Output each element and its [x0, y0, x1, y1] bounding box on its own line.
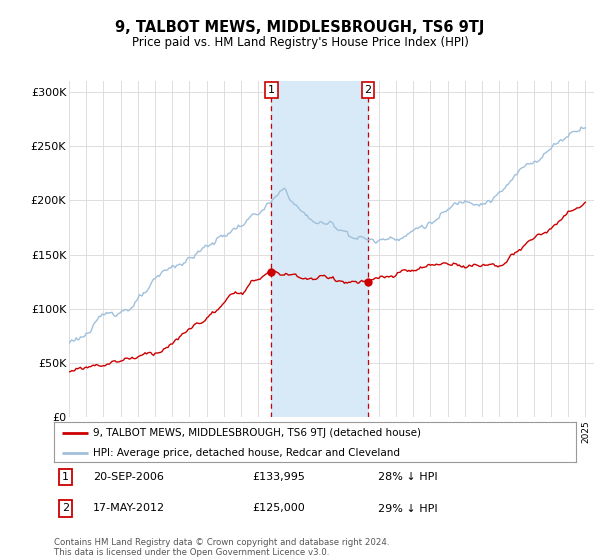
Text: £133,995: £133,995 [253, 472, 305, 482]
Text: 20-SEP-2006: 20-SEP-2006 [93, 472, 164, 482]
Bar [271, 81, 368, 417]
Text: Price paid vs. HM Land Registry's House Price Index (HPI): Price paid vs. HM Land Registry's House … [131, 36, 469, 49]
Text: 2: 2 [365, 85, 371, 95]
Text: 2: 2 [62, 503, 69, 514]
Text: 9, TALBOT MEWS, MIDDLESBROUGH, TS6 9TJ (detached house): 9, TALBOT MEWS, MIDDLESBROUGH, TS6 9TJ (… [93, 428, 421, 438]
Text: 9, TALBOT MEWS, MIDDLESBROUGH, TS6 9TJ: 9, TALBOT MEWS, MIDDLESBROUGH, TS6 9TJ [115, 20, 485, 35]
Text: 1: 1 [62, 472, 69, 482]
Text: 29% ↓ HPI: 29% ↓ HPI [377, 503, 437, 514]
Text: £125,000: £125,000 [253, 503, 305, 514]
Text: 17-MAY-2012: 17-MAY-2012 [93, 503, 165, 514]
Text: 1: 1 [268, 85, 275, 95]
Text: Contains HM Land Registry data © Crown copyright and database right 2024.
This d: Contains HM Land Registry data © Crown c… [54, 538, 389, 557]
Text: 28% ↓ HPI: 28% ↓ HPI [377, 472, 437, 482]
Text: HPI: Average price, detached house, Redcar and Cleveland: HPI: Average price, detached house, Redc… [93, 448, 400, 458]
